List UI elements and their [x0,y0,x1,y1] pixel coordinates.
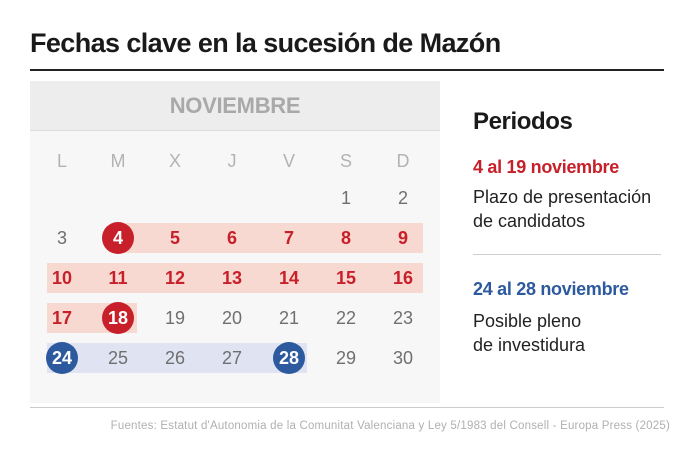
period-2-start-day: 24 [46,342,78,374]
period-1-band-week-3 [47,263,423,293]
periods-divider [473,254,661,255]
period-2-band [47,343,307,373]
weekday-label: X [168,150,181,171]
calendar-header: NOVIEMBRE [30,81,440,131]
day-cell: 8 [340,227,351,248]
footer-divider [30,407,664,408]
page-title: Fechas clave en la sucesión de Mazón [30,28,501,58]
day-cell: 14 [278,267,300,288]
day-cell: 25 [107,347,129,368]
day-cell: 19 [164,307,186,328]
day-cell: 7 [283,227,294,248]
day-cell: 20 [221,307,243,328]
day-cell: 27 [221,347,243,368]
weekday-label: M [110,150,126,171]
day-cell: 17 [51,307,73,328]
day-cell: 21 [278,307,300,328]
day-cell: 30 [392,347,414,368]
day-cell: 1 [340,187,351,208]
day-cell: 23 [392,307,414,328]
title-divider [30,69,664,71]
day-cell: 15 [335,267,357,288]
period-2-end-day: 28 [273,342,305,374]
periods-heading: Periodos [473,108,573,135]
period-2-range: 24 al 28 noviembre [473,279,629,299]
day-cell: 3 [56,227,67,248]
period-1-description: Plazo de presentación de candidatos [473,185,673,233]
month-label: NOVIEMBRE [169,92,301,118]
weekday-label: V [282,150,295,171]
day-cell: 11 [108,267,128,288]
period-1-description-line: de candidatos [473,211,586,231]
day-cell: 5 [169,227,180,248]
day-cell: 13 [221,267,243,288]
weekday-label: J [227,150,237,171]
day-cell: 16 [392,267,414,288]
period-1-range: 4 al 19 noviembre [473,157,619,177]
period-1-band-week-2 [115,223,423,253]
period-1-end-day: 18 [102,302,134,334]
period-2-description-line: Posible pleno [473,311,582,331]
day-cell: 9 [397,227,408,248]
period-1-start-day: 4 [102,222,134,254]
weekday-label: L [56,150,67,171]
calendar: NOVIEMBRE L M X J V S D 1 2 3 4 5 6 7 8 … [30,81,440,403]
day-cell: 22 [335,307,357,328]
period-1-description-line: Plazo de presentación [473,187,652,207]
period-2-description-line: de investidura [473,335,586,355]
day-cell: 6 [226,227,237,248]
day-cell: 10 [51,267,73,288]
period-2-description: Posible pleno de investidura [473,309,673,357]
day-cell: 2 [397,187,408,208]
day-cell: 12 [164,267,186,288]
source-note: Fuentes: Estatut d'Autonomia de la Comun… [110,420,670,432]
weekday-label: S [339,150,352,171]
weekday-label: D [396,150,410,171]
day-cell: 29 [335,347,357,368]
day-cell: 26 [164,347,186,368]
